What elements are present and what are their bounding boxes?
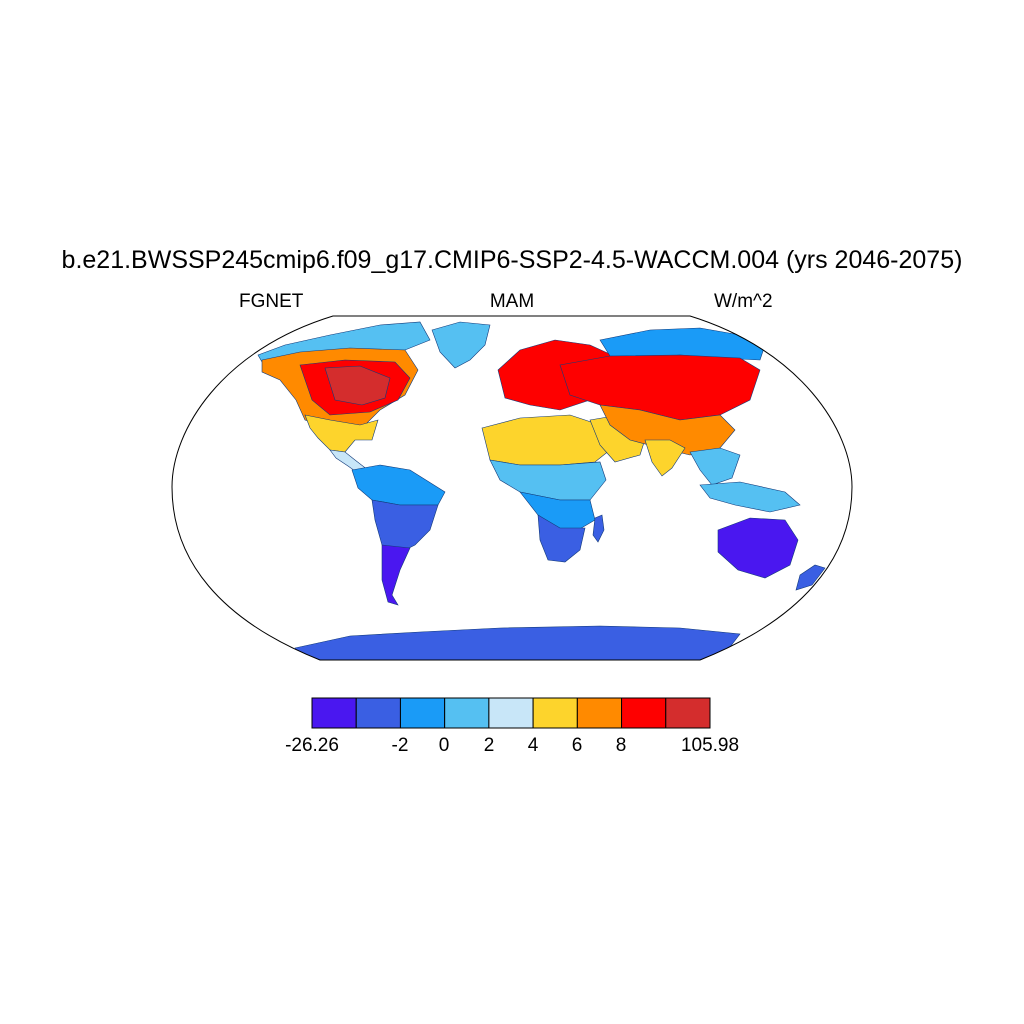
colorbar-label-min: -26.26 [285, 735, 339, 756]
new-zealand [795, 564, 826, 591]
colorbar-label-0: 0 [438, 735, 450, 756]
colorbar-box-2 [399, 697, 446, 729]
plot-title: b.e21.BWSSP245cmip6.f09_g17.CMIP6-SSP2-4… [61, 246, 963, 274]
asia-core [559, 354, 761, 421]
maritime-continent [699, 481, 801, 513]
colorbar-box-7 [621, 697, 667, 729]
africa-sahel [489, 459, 607, 501]
variable-label: FGNET [239, 291, 304, 312]
north-america-south [304, 414, 379, 453]
south-america-south [381, 544, 411, 606]
india [644, 439, 686, 477]
antarctica [294, 625, 741, 660]
colorbar-label-2: 2 [483, 735, 495, 756]
map-boundary [171, 315, 853, 661]
australia [717, 517, 799, 579]
colorbar-box-6 [576, 697, 623, 729]
colorbar-label-6: 6 [571, 735, 583, 756]
greenland [431, 321, 491, 369]
colorbar-box-0 [311, 697, 357, 729]
colorbar-label-4: 4 [527, 735, 539, 756]
colorbar-label-neg2: -2 [391, 735, 409, 756]
colorbar-box-3 [444, 697, 490, 729]
season-label: MAM [489, 291, 535, 312]
colorbar-box-1 [355, 697, 401, 729]
south-america-central [371, 499, 439, 556]
southeast-asia [689, 447, 741, 486]
colorbar-box-8 [665, 697, 711, 729]
units-label: W/m^2 [714, 291, 773, 312]
madagascar [592, 514, 605, 543]
africa-south [537, 514, 586, 563]
colorbar-label-8: 8 [615, 735, 627, 756]
colorbar-label-max: 105.98 [680, 735, 740, 756]
north-america-east [324, 365, 391, 406]
colorbar-box-5 [532, 697, 578, 729]
colorbar-box-4 [488, 697, 534, 729]
